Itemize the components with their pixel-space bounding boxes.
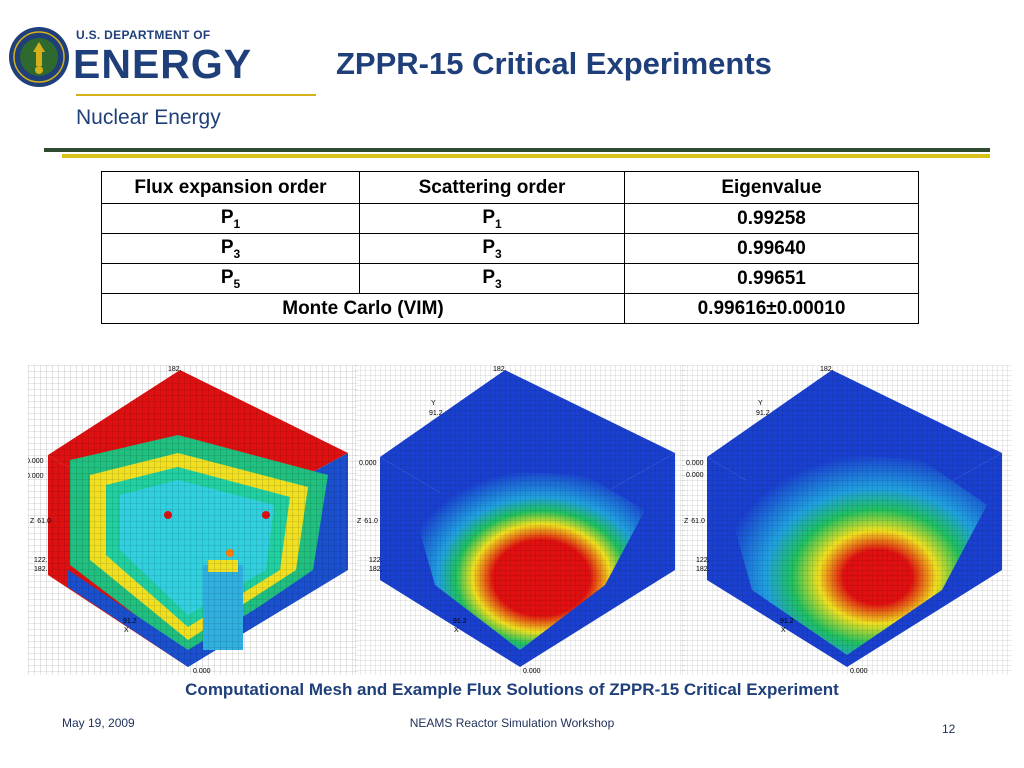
flux-solution-figure-2: 182. Y 91.2 0.000 0.000 Z 61.0 122. 182. … — [682, 365, 1012, 675]
reference-method-cell: Monte Carlo (VIM) — [101, 293, 625, 324]
axis-tick-label: 182. — [820, 366, 834, 373]
axis-tick-label: 122. — [34, 557, 48, 564]
axis-label-y: Y — [758, 400, 763, 407]
axis-tick-label: 182. — [696, 566, 710, 573]
axis-tick-label: 91.2 — [123, 618, 137, 625]
department-label: U.S. DEPARTMENT OF — [76, 28, 211, 42]
scattering-order-cell: P3 — [359, 233, 625, 264]
col-flux-expansion: Flux expansion order — [101, 171, 360, 204]
footer-event: NEAMS Reactor Simulation Workshop — [409, 716, 615, 730]
axis-label-z: Z 61.0 — [357, 518, 378, 525]
axis-label-x: X — [781, 627, 786, 634]
axis-label-x: X — [454, 627, 459, 634]
axis-tick-label: 91.2 — [756, 410, 770, 417]
header-rule-gold — [62, 154, 990, 158]
axis-tick-label: 122. — [696, 557, 710, 564]
axis-tick-label: 0.000 — [28, 458, 44, 465]
axis-tick-label: 91.2 — [780, 618, 794, 625]
eigenvalue-cell: 0.99651 — [624, 263, 919, 294]
eigenvalue-cell: 0.99640 — [624, 233, 919, 264]
axis-tick-label: 122. — [369, 557, 383, 564]
page-number: 12 — [942, 722, 956, 736]
axis-tick-label: 0.000 — [686, 460, 704, 467]
axis-tick-label: 0.000 — [686, 472, 704, 479]
scattering-order-cell: P3 — [359, 263, 625, 294]
col-scattering-order: Scattering order — [359, 171, 625, 204]
figure-caption: Computational Mesh and Example Flux Solu… — [185, 680, 839, 699]
flux-order-cell: P3 — [101, 233, 360, 264]
table-row: P1 P1 0.99258 — [101, 203, 919, 234]
eigenvalue-table: Flux expansion order Scattering order Ei… — [101, 171, 919, 324]
table-row-reference: Monte Carlo (VIM) 0.99616±0.00010 — [101, 293, 919, 324]
axis-label-y: Y — [431, 400, 436, 407]
axis-label-x: X — [124, 627, 129, 634]
axis-tick-label: 91.2 — [453, 618, 467, 625]
table-header-row: Flux expansion order Scattering order Ei… — [101, 171, 919, 204]
flux-solution-figure-1: 182. Y 91.2 0.000 Z 61.0 122. 182. 91.2 X… — [355, 365, 685, 675]
table-row: P5 P3 0.99651 — [101, 263, 919, 294]
doe-seal-icon — [9, 27, 69, 87]
axis-tick-label: 0.000 — [523, 668, 541, 675]
axis-tick-label: 91.2 — [429, 410, 443, 417]
office-label: Nuclear Energy — [76, 106, 221, 129]
axis-tick-label: 0.000 — [850, 668, 868, 675]
axis-tick-label: 182. — [493, 366, 507, 373]
logo-divider — [76, 94, 316, 96]
header-rule-green — [44, 148, 990, 152]
flux-order-cell: P1 — [101, 203, 360, 234]
mesh-figure: 182. 0.000 0.000 Z61.0 122. 182. 91.2 X … — [28, 365, 358, 675]
footer-date: May 19, 2009 — [62, 716, 135, 730]
axis-tick-label: 182. — [34, 566, 48, 573]
axis-tick-label: 182. — [369, 566, 383, 573]
page-title: ZPPR-15 Critical Experiments — [336, 46, 772, 81]
axis-tick-label: 0.000 — [28, 473, 44, 480]
scattering-order-cell: P1 — [359, 203, 625, 234]
table-row: P3 P3 0.99640 — [101, 233, 919, 264]
col-eigenvalue: Eigenvalue — [624, 171, 919, 204]
eigenvalue-cell: 0.99258 — [624, 203, 919, 234]
axis-label-z: Z 61.0 — [684, 518, 705, 525]
axis-label-z: Z 61.0 — [30, 518, 51, 525]
reference-eigenvalue-cell: 0.99616±0.00010 — [624, 293, 919, 324]
axis-tick-label: 0.000 — [359, 460, 377, 467]
flux-order-cell: P5 — [101, 263, 360, 294]
axis-tick-label: 182. — [168, 366, 182, 373]
axis-tick-label: 0.000 — [193, 668, 211, 675]
energy-wordmark: ENERGY — [73, 41, 253, 87]
